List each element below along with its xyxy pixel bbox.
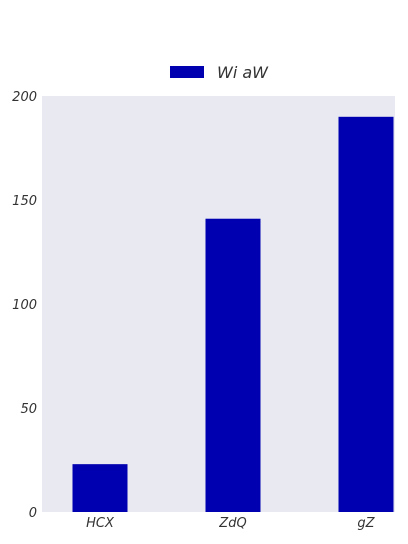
- x-axis-ticks: HCX ZdQ gZ: [86, 516, 376, 531]
- legend: Wi aW: [170, 63, 269, 82]
- legend-swatch: [170, 66, 204, 78]
- y-tick-label: 200: [12, 90, 37, 105]
- x-tick-label: HCX: [86, 516, 115, 531]
- bar-HCX: [72, 464, 128, 512]
- x-tick-label: ZdQ: [218, 516, 246, 531]
- y-tick-label: 100: [12, 298, 37, 313]
- bars: [72, 116, 394, 513]
- x-tick-label: gZ: [357, 516, 375, 531]
- y-axis-ticks: 0 50 100 150 200: [12, 90, 37, 521]
- y-tick-label: 0: [29, 506, 37, 521]
- legend-label: Wi aW: [217, 63, 269, 82]
- bar-ZdQ: [205, 218, 261, 512]
- y-tick-label: 150: [12, 194, 37, 209]
- y-tick-label: 50: [20, 402, 37, 417]
- bar-gZ: [338, 116, 394, 513]
